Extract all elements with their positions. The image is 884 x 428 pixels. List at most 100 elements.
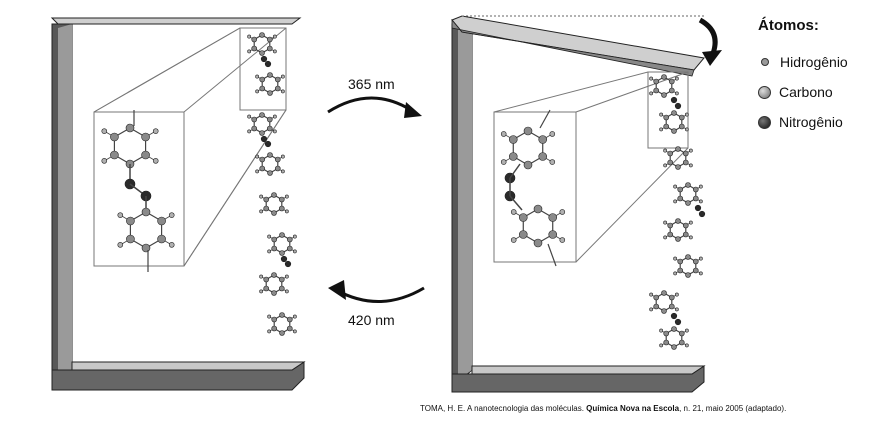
carbon-atom	[678, 330, 685, 337]
carbon-atom	[110, 132, 119, 142]
caption-suffix: , n. 21, maio 2005 (adaptado).	[679, 404, 787, 413]
hydrogen-atom	[259, 194, 264, 199]
hydrogen-atom	[649, 292, 654, 297]
carbon-atom	[141, 243, 151, 253]
carbon-atom	[263, 285, 270, 292]
carbon-atom	[692, 195, 699, 202]
bond	[539, 109, 551, 129]
carbon-atom	[259, 50, 265, 56]
carbon-atom	[653, 78, 660, 85]
carbon-atom	[263, 276, 270, 283]
nitrogen-atom	[674, 102, 682, 110]
carbon-atom	[663, 339, 670, 346]
carbon-atom	[278, 205, 285, 212]
carbon-atom	[286, 316, 293, 323]
hydrogen-atom	[659, 343, 664, 348]
hydrogen-atom	[247, 129, 252, 134]
carbon-atom	[538, 135, 548, 144]
carbon-atom	[274, 165, 281, 172]
nitrogen-atom-icon	[758, 115, 771, 129]
carbon-atom	[533, 204, 543, 214]
hydrogen-atom	[649, 307, 654, 312]
carbon-atom	[126, 234, 135, 244]
carbon-atom	[271, 192, 277, 198]
hydrogen-atom	[649, 91, 654, 96]
carbon-atom	[141, 132, 150, 142]
carbon-atom	[267, 170, 273, 176]
hydrogen-atom	[152, 158, 159, 164]
carbon-atom	[141, 207, 151, 217]
hydrogen-atom	[259, 274, 264, 279]
forward-arrow	[327, 96, 422, 118]
hydrogen-atom	[267, 329, 272, 334]
left-frame	[50, 17, 306, 391]
carbon-atom	[267, 90, 273, 96]
hydrogen-atom	[284, 209, 289, 214]
carbon-atom	[279, 232, 285, 238]
carbon-atom	[682, 231, 689, 238]
carbon-atom	[271, 325, 278, 332]
nitrogen-atom	[670, 312, 678, 320]
hydrogen-atom	[272, 34, 277, 39]
carbon-atom	[671, 326, 677, 332]
carbon-atom	[653, 294, 660, 301]
hydrogen-atom	[663, 163, 668, 168]
carbon-atom	[157, 216, 166, 226]
carbon-atom	[271, 290, 277, 296]
hydrogen-atom	[117, 242, 124, 248]
hydrogen-atom	[688, 235, 693, 240]
carbon-atom	[523, 160, 533, 170]
nitrogen-atom	[670, 96, 678, 104]
hydrogen-atom	[272, 129, 277, 134]
backward-wavelength-label: 420 nm	[348, 312, 395, 328]
carbon-atom	[279, 250, 285, 256]
hydrogen-atom	[255, 89, 260, 94]
hydrogen-atom	[255, 169, 260, 174]
carbon-atom	[278, 285, 285, 292]
carbon-atom	[267, 72, 273, 78]
carbon-atom	[663, 330, 670, 337]
legend-label-nitrogen: Nitrogênio	[779, 114, 843, 130]
carbon-atom	[279, 312, 285, 318]
hydrogen-atom	[659, 127, 664, 132]
carbon-atom	[692, 186, 699, 193]
forward-wavelength-label: 365 nm	[348, 76, 395, 92]
carbon-atom	[671, 110, 677, 116]
carbon-atom	[286, 236, 293, 243]
carbon-atom	[675, 218, 681, 224]
hydrogen-atom	[280, 154, 285, 159]
hydrogen-atom	[663, 235, 668, 240]
nitrogen-atom	[694, 204, 702, 212]
carbon-atom	[266, 125, 273, 132]
hydrogen-atom	[559, 209, 566, 215]
carbon-atom	[251, 36, 258, 43]
bond	[509, 163, 521, 179]
hydrogen-atom	[101, 128, 108, 134]
hydrogen-atom	[247, 114, 252, 119]
carbon-atom	[141, 150, 150, 160]
hydrogen-atom	[673, 256, 678, 261]
carbon-atom	[677, 258, 684, 265]
hydrogen-atom	[259, 289, 264, 294]
hydrogen-atom	[549, 159, 556, 165]
hydrogen-atom	[698, 199, 703, 204]
hydrogen-atom	[649, 76, 654, 81]
hydrogen-atom	[674, 91, 679, 96]
hydrogen-atom	[663, 148, 668, 153]
legend-title: Átomos:	[758, 17, 819, 34]
carbon-atom	[279, 330, 285, 336]
hydrogen-atom	[684, 343, 689, 348]
carbon-atom	[251, 45, 258, 52]
carbon-atom	[271, 236, 278, 243]
carbon-atom-icon	[758, 85, 771, 99]
carbon-atom	[251, 116, 258, 123]
hydrogen-atom	[168, 212, 175, 218]
carbon-atom	[278, 196, 285, 203]
carbon-atom	[685, 182, 691, 188]
carbon-atom	[533, 238, 543, 248]
hydrogen-atom	[684, 127, 689, 132]
carbon-atom	[668, 303, 675, 310]
nitrogen-atom	[260, 55, 268, 63]
hydrogen-atom	[684, 328, 689, 333]
carbon-atom	[259, 156, 266, 163]
